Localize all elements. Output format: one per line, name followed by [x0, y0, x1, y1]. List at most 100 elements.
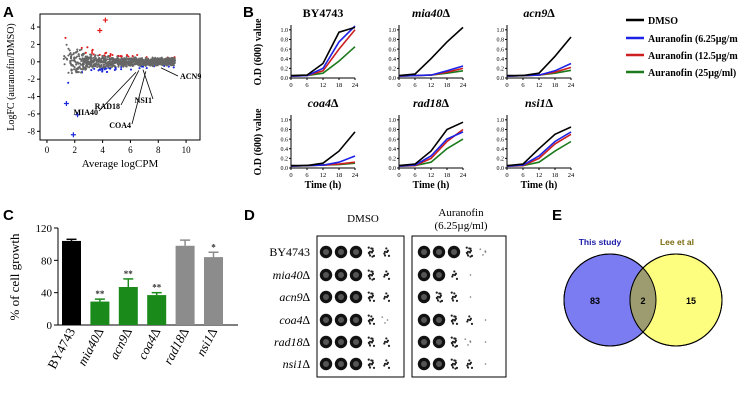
c-bar [204, 257, 223, 325]
d-spot-core [353, 272, 359, 278]
d-colony [367, 269, 370, 272]
d-colony [466, 254, 470, 257]
d-strain-label: acn9∆ [279, 290, 310, 304]
d-spot-core [421, 361, 427, 367]
c-category-label: acn9∆ [106, 325, 135, 361]
d-spot-core [421, 272, 427, 278]
d-colony [383, 342, 386, 345]
panel-c-y-ticks: 0 40 80 120 [36, 223, 58, 332]
b-ytick-label: 0.4 [389, 57, 397, 63]
a-point [129, 62, 132, 65]
d-colony [454, 317, 458, 320]
a-point [86, 64, 89, 67]
d-colony [387, 277, 391, 280]
panel-a-x-ticks: 0 2 4 6 8 10 [45, 140, 191, 155]
legend-label-auranofin-low: Auranofin (6.25µg/ml) [648, 34, 738, 45]
a-ytick-label: -6 [28, 109, 36, 119]
a-point [113, 64, 116, 68]
d-colony [370, 319, 374, 322]
b-subplot: BY4743 0.0 0.2 0.4 0.6 0.8 1.0 0 6 12 18 24 [281, 6, 360, 89]
b-xtick-label: 18 [336, 82, 343, 89]
a-point [74, 60, 77, 63]
a-point [63, 63, 66, 66]
d-colony [385, 247, 388, 250]
b-series-line [398, 65, 464, 77]
d-colony [454, 359, 457, 362]
b-ytick-label: 0.2 [497, 67, 505, 73]
a-point [92, 53, 95, 56]
panel-d-auranofin-header-line1: Auranofin [438, 207, 484, 219]
b-series-line [398, 121, 464, 167]
d-colony [371, 272, 375, 275]
panel-d-dmso-header: DMSO [347, 213, 379, 225]
a-point [82, 67, 85, 70]
a-point [173, 59, 177, 62]
a-gene-label: NSI1 [135, 96, 152, 105]
d-colony [453, 363, 457, 366]
a-point [111, 53, 114, 57]
d-spot-core [323, 317, 329, 323]
a-point [130, 58, 133, 61]
a-point [62, 57, 65, 60]
d-colony [367, 336, 370, 339]
b-xtick-label: 12 [320, 172, 327, 179]
a-gene-pointer [142, 69, 154, 100]
a-point [80, 53, 83, 56]
a-ytick-label: -2 [28, 74, 36, 84]
d-colony [451, 297, 454, 300]
d-colony [368, 322, 372, 325]
a-point [171, 60, 175, 64]
b-xtick-label: 0 [289, 172, 292, 179]
c-ytick-label: 0 [47, 320, 53, 332]
d-colony [468, 251, 472, 254]
d-colony [467, 344, 469, 346]
a-point [97, 69, 100, 72]
d-colony [367, 358, 370, 361]
d-spot-core [338, 249, 344, 255]
d-colony [383, 340, 387, 343]
b-ytick-label: 1.0 [389, 118, 397, 124]
b-series-line [290, 25, 356, 77]
a-point [85, 67, 88, 70]
a-point [105, 51, 108, 54]
b-subplot-title: coa4∆ [308, 96, 339, 110]
a-point [72, 59, 75, 62]
d-colony [455, 277, 459, 280]
c-ytick-label: 80 [41, 255, 53, 267]
d-colony [367, 363, 370, 366]
panel-d-spots [319, 245, 487, 371]
d-spot-core [323, 361, 329, 367]
d-strain-label: coa4∆ [279, 313, 310, 327]
venn-overlap-count: 2 [640, 296, 645, 306]
b-series-line [291, 131, 356, 167]
d-colony [453, 319, 457, 322]
a-point [123, 57, 126, 60]
c-significance: * [211, 242, 216, 252]
b-ytick-label: 0.4 [497, 147, 505, 153]
a-point [98, 57, 101, 60]
b-series-line [290, 26, 356, 77]
b-ytick-label: 0.8 [497, 38, 505, 44]
legend-label-dmso: DMSO [648, 16, 678, 27]
d-spot-core [353, 317, 359, 323]
d-colony [367, 274, 370, 277]
d-colony [451, 275, 454, 278]
b-xtick-label: 12 [428, 172, 435, 179]
d-colony [484, 319, 487, 321]
b-xtick-label: 18 [444, 82, 451, 89]
a-point [65, 43, 68, 46]
d-colony [371, 247, 374, 250]
b-xtick-label: 24 [460, 82, 467, 89]
a-point [70, 53, 73, 57]
a-outlier [75, 112, 81, 118]
a-point [109, 52, 112, 56]
panel-b-x-label-1: Time (h) [305, 180, 342, 191]
d-colony [367, 291, 370, 294]
b-xtick-label: 6 [413, 172, 417, 179]
b-ytick-label: 0.6 [281, 137, 289, 143]
a-point [83, 58, 86, 61]
a-point [68, 53, 71, 56]
d-colony [466, 320, 469, 323]
a-point [84, 51, 87, 54]
